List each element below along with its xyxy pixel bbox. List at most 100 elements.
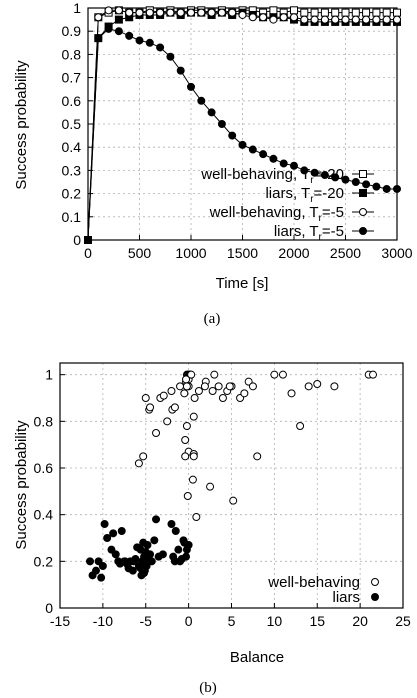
chart-a-series-0-point [310,8,319,17]
chart-a-series-0-point [269,6,278,15]
chart-a-series-2-point [331,15,340,24]
chart-a-series-3-point [176,66,185,75]
chart-b-series-1-point [174,545,183,554]
chart-a-series-3-point [269,154,278,163]
chart-a-legend-marker [359,208,367,216]
chart-a-caption: (a) [204,311,221,327]
chart-b-series-0-point [182,422,191,430]
chart-a-series-2-point [310,15,319,24]
chart-b-y-label: Success probability [13,420,30,550]
chart-a-y-tick-label: 0.9 [62,23,82,39]
chart-b-series-0-point [192,513,201,521]
chart-b-y-tick-label: 0.4 [34,507,54,523]
chart-a-series-3-point [135,36,144,45]
chart-b-series-0-point [134,459,143,468]
chart-a-series-3-point [259,150,268,159]
chart-b-series-0-point [189,452,198,461]
chart-a-x-tick-label: 2000 [278,245,309,261]
chart-b-series-0-point [139,452,148,461]
chart-a-y-tick-label: 0.6 [62,93,82,109]
chart-a-y-tick-label: 0 [73,232,81,248]
chart-b-series-0-point [189,412,198,421]
chart-b-x-tick-label: 10 [267,613,283,629]
chart-a-series-2-point [156,8,165,17]
chart-a-y-tick-label: 0.3 [62,162,82,178]
chart-b-series-1-point [86,557,95,566]
chart-b-series-1-point [182,552,191,561]
chart-b-series-1-point [142,559,151,568]
chart-a-series-2-point [125,8,134,17]
chart-b-series-1-point [143,541,152,549]
chart-b-x-label: Balance [230,649,284,666]
chart-a-series-2-point [228,8,237,17]
chart-b-series-0-point [218,394,227,402]
chart-a-legend-marker [359,227,367,235]
chart-a-series-2-point [217,8,226,17]
chart-b-series-0-point [176,382,185,391]
chart-b-x-tick-label: 20 [352,613,368,629]
chart-a-series-3-point [238,140,247,149]
chart-a-series-0-point [372,8,381,17]
chart-b-series-1-point [111,550,120,559]
chart-b-series-0-point [214,382,223,391]
chart-b-series-0-point [313,380,322,388]
chart-a-y-label: Success probability [13,60,30,190]
chart-b-caption: (b) [199,680,217,696]
chart-a-y-tick-label: 0.4 [62,139,82,155]
chart-b-series-0-point [152,429,161,437]
chart-a-series-3-point [290,161,298,170]
chart-b-y-tick-label: 1 [45,367,53,383]
chart-b-legend-label: well-behaving [267,574,360,591]
chart-a-legend-label: well-behaving, Tr=-5 [209,204,344,224]
chart-b-series-0-point [181,452,190,461]
chart-a-series-2-point [145,8,154,17]
chart-a-series-3-point [187,82,195,91]
chart-a-series-2-point [114,6,123,15]
chart-b-series-1-point [152,515,161,524]
chart-a-series-3-point [248,145,257,154]
chart-b-series-0-point [159,391,168,400]
chart-b-series-0-point [183,492,192,500]
chart-a-series-2-point [269,15,278,24]
chart-a-series-0-point [290,6,298,15]
chart-b-series-0-point [167,387,176,395]
chart-a-series-2-point [248,13,257,22]
chart-b-series-0-point [187,370,196,379]
chart-b-series-0-point [206,482,215,491]
chart-a-series-3-point [279,159,288,168]
chart-b-x-tick-label: -15 [50,613,70,629]
chart-a-series-3-point [166,52,175,61]
chart-b-series-0-point [253,452,262,461]
chart-a: 0 500 1000 1500 2000 2500 3000 0 0.1 0.2 0.3 0.4 0.5… [62,0,413,261]
chart-a-y-tick-label: 1 [73,0,81,16]
chart-a-series-3-point [94,34,103,43]
chart-a-series-3-point [341,175,350,184]
chart-b-x-tick-label: 25 [395,613,411,629]
chart-b-series-0-point [330,382,339,391]
chart-a-series-2-point [176,8,185,17]
chart-b-y-tick-label: 0.6 [34,460,54,476]
chart-b-series-0-point [270,370,279,379]
chart-a-series-0-point [382,8,391,17]
chart-b-series-0-point [194,387,203,395]
chart-a-series-2-point [351,15,360,24]
chart-b-series-0-point [163,417,172,426]
chart-a-legend-marker [359,170,367,178]
chart-a-series-3-point [382,184,391,193]
chart-a-legend-label: liars, Tr=-5 [274,223,344,243]
chart-a-legend-label: well-behaving, Tr=-20 [200,166,344,186]
chart-a-series-3-point [125,31,134,40]
chart-b-series-0-point [248,382,257,391]
chart-b-series-1-point [98,562,107,570]
chart-a-y-tick-label: 0.7 [62,70,82,86]
chart-b-series-0-point [146,403,155,412]
chart-b-series-1-point [128,566,137,575]
chart-b-series-1-point [97,573,106,582]
chart-b-series-1-point [121,557,130,566]
chart-a-series-3-point [372,182,381,191]
chart-a-series-3-point [217,120,226,128]
chart-b-series-1-point [146,550,155,559]
chart-a-series-3-point [156,43,165,52]
chart-a-series-3-point [320,171,329,180]
